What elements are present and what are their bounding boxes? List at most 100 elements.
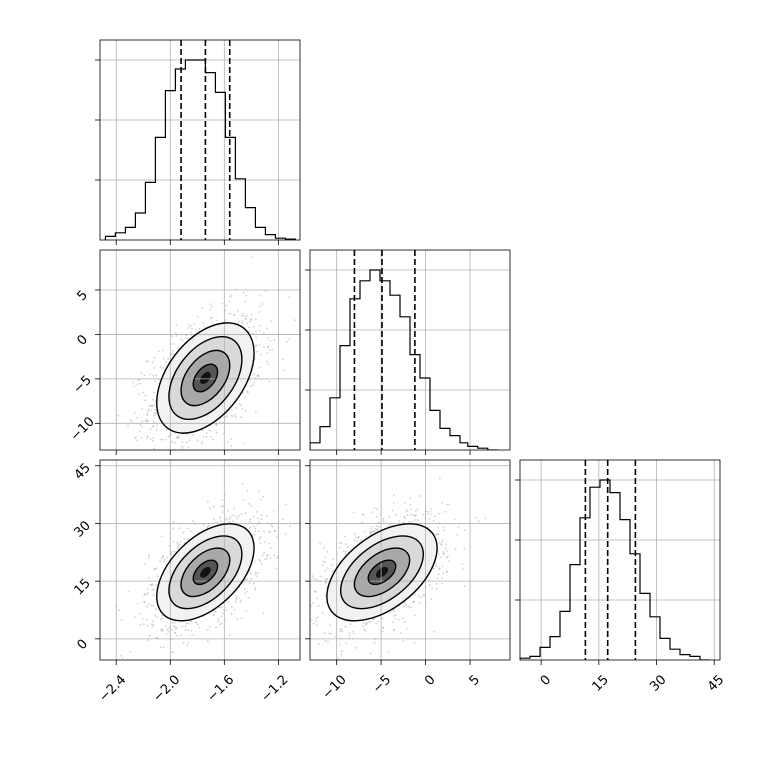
sample-point	[117, 414, 119, 417]
sample-point	[147, 557, 150, 559]
sample-point	[171, 349, 174, 352]
sample-point	[302, 603, 304, 605]
sample-point	[389, 611, 392, 614]
sample-point	[146, 414, 149, 416]
sample-point	[135, 383, 138, 386]
sample-point	[405, 627, 408, 630]
sample-point	[444, 543, 447, 546]
sample-point	[147, 603, 150, 605]
tick-labels-layer: −2.4 −2.0 −1.6 −1.2 −10 −5 0 5 0 15 30 45 −10 −5 0 5 0 15…	[68, 288, 728, 706]
sample-point	[231, 514, 234, 517]
sample-point	[349, 623, 352, 626]
sample-point	[262, 612, 265, 614]
sample-point	[439, 543, 442, 546]
sample-point	[166, 556, 169, 559]
sample-point	[142, 623, 145, 626]
sample-point	[402, 640, 405, 642]
sample-point	[440, 543, 443, 546]
sample-point	[464, 529, 466, 531]
sample-point	[436, 577, 439, 579]
sample-point	[225, 517, 228, 519]
marks-layer	[104, 40, 710, 660]
sample-point	[215, 424, 218, 426]
sample-point	[258, 329, 261, 332]
sample-point	[209, 507, 211, 509]
sample-point	[186, 441, 188, 444]
sample-point	[255, 571, 257, 574]
sample-point	[147, 639, 149, 642]
sample-point	[409, 504, 411, 506]
sample-point	[185, 334, 188, 337]
sample-point	[231, 606, 233, 609]
sample-point	[344, 550, 347, 553]
sample-point	[353, 539, 356, 542]
sample-point	[229, 296, 232, 298]
sample-point	[246, 322, 249, 325]
sample-point	[341, 630, 344, 633]
axes-frame-panel-0-0	[99, 39, 301, 241]
sample-point	[375, 622, 377, 625]
sample-point	[314, 590, 317, 593]
sample-point	[174, 625, 176, 628]
sample-point	[242, 442, 245, 445]
sample-point	[139, 623, 142, 626]
sample-point	[263, 551, 266, 554]
sample-point	[181, 339, 184, 342]
gridlines-panel-2-2	[520, 460, 720, 660]
sample-point	[338, 546, 341, 549]
sample-point	[257, 375, 260, 378]
sample-point	[288, 338, 291, 341]
sample-point	[235, 595, 237, 597]
x-tick-label: −1.2	[258, 672, 291, 705]
sample-point	[286, 573, 288, 575]
sample-point	[344, 625, 347, 628]
sample-point	[314, 578, 317, 581]
sample-point	[403, 501, 406, 504]
sample-point	[388, 516, 391, 518]
sample-point	[129, 650, 132, 653]
sample-point	[176, 436, 179, 438]
sample-point	[177, 544, 180, 547]
sample-point	[174, 332, 177, 335]
sample-point	[135, 435, 137, 438]
sample-point	[152, 437, 154, 440]
sample-point	[399, 632, 402, 634]
sample-point	[448, 503, 450, 506]
sample-point	[163, 558, 166, 561]
sample-point	[186, 644, 188, 647]
sample-point	[136, 602, 139, 605]
sample-point	[241, 320, 244, 323]
sample-point	[438, 568, 441, 571]
sample-point	[141, 420, 143, 423]
sample-point	[152, 594, 155, 596]
sample-point	[220, 505, 223, 508]
sample-point	[266, 555, 268, 558]
sample-point	[192, 433, 194, 436]
sample-point	[323, 631, 326, 634]
sample-point	[193, 322, 196, 325]
sample-point	[172, 520, 175, 523]
sample-point	[409, 497, 412, 500]
sample-point	[172, 527, 175, 530]
sample-point	[362, 622, 365, 624]
sample-point	[259, 536, 261, 539]
sample-point	[205, 435, 208, 438]
sample-point	[446, 555, 449, 558]
sample-point	[413, 642, 416, 644]
sample-point	[270, 524, 273, 527]
contour-1	[180, 547, 231, 598]
sample-point	[371, 525, 374, 528]
sample-point	[268, 380, 271, 383]
sample-point	[235, 407, 237, 410]
sample-point	[246, 578, 249, 581]
sample-point	[348, 632, 351, 634]
sample-point	[201, 441, 204, 443]
sample-point	[171, 651, 174, 654]
sample-point	[151, 404, 153, 407]
sample-point	[146, 605, 148, 608]
sample-point	[441, 565, 444, 568]
sample-point	[198, 626, 201, 629]
sample-point	[141, 618, 144, 620]
sample-point	[225, 609, 228, 612]
sample-point	[220, 615, 223, 618]
